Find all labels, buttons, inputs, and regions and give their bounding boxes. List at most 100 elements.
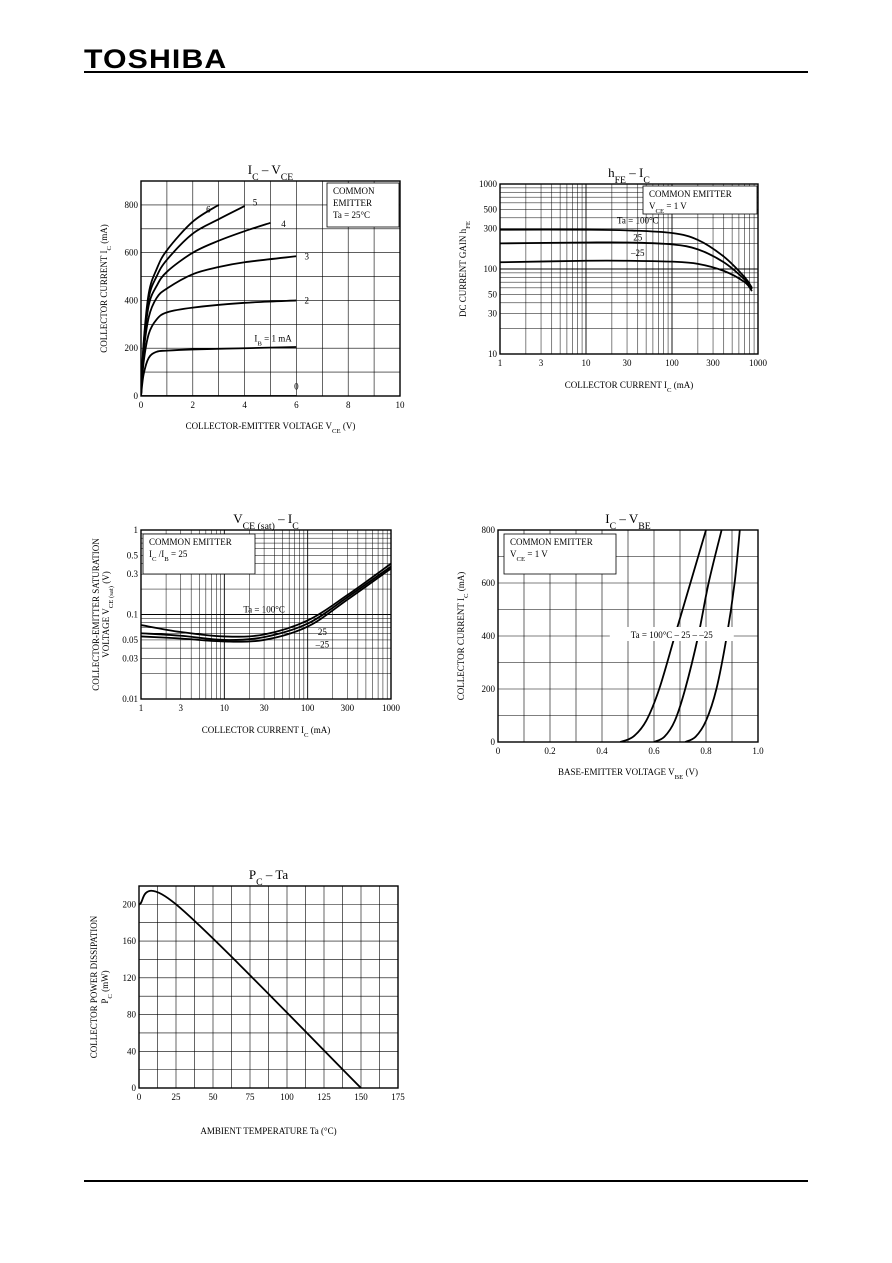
legend-box [326,182,400,228]
curve-label: 5 [253,198,258,208]
x-tick-label: 25 [172,1092,182,1102]
x-tick-label: 10 [220,703,230,713]
plot-frame [138,885,399,1089]
y-tick-label: 160 [123,936,137,946]
series-line [141,565,391,641]
chart-title: VCE (sat) – IC [233,511,298,532]
curve-label: 6 [206,205,211,215]
x-axis-label: COLLECTOR CURRENT IC (mA) [565,380,693,394]
x-tick-label: 1 [498,358,503,368]
x-tick-label: 100 [280,1092,294,1102]
series-line [141,562,391,638]
legend-box [142,533,256,575]
x-tick-label: 125 [317,1092,331,1102]
x-tick-label: 1 [139,703,144,713]
y-tick-label: 0.5 [127,550,139,560]
x-tick-label: 300 [706,358,720,368]
y-tick-label: 200 [123,899,137,909]
y-tick-label: 1 [134,525,139,535]
y-tick-label: 200 [125,343,139,353]
x-tick-label: 3 [539,358,544,368]
curve-label: 25 [318,627,328,637]
legend-text: Ta = 25°C [333,210,370,220]
legend-text: EMITTER [333,198,372,208]
x-tick-label: 0 [137,1092,142,1102]
series-line [141,221,271,396]
chart-ic-vce: 0 2 4 6 8 10 0 200 400 600 800 IC – VCE COMMON EMITTE… [99,162,405,435]
y-tick-label: 120 [123,973,137,983]
series-line [141,567,391,643]
x-tick-label: 4 [242,400,247,410]
plot-frame [140,529,392,700]
chart-vcesat-ic: 1 3 10 30 100 300 1000 0.01 0.03 0.05 0.1 0.3 0.5 1 VC… [91,511,401,739]
curve-label: 2 [305,295,310,305]
series-line [500,259,753,292]
x-tick-label: 6 [294,400,299,410]
y-tick-label: 300 [484,223,498,233]
plot-frame [497,529,759,743]
legend-condition: VCE = 1 V [510,549,548,563]
footer-rule [84,1180,808,1182]
y-tick-label: 200 [482,684,496,694]
chart-title: hFE – IC [608,165,650,186]
x-tick-label: 2 [191,400,196,410]
series-line [500,228,753,289]
x-tick-label: 1000 [749,358,768,368]
y-tick-label: 0.05 [122,635,138,645]
y-tick-label: 80 [127,1010,137,1020]
plot-frame [499,183,759,355]
y-axis-label: COLLECTOR CURRENT IC (mA) [99,224,113,352]
curve-label: 3 [305,251,310,261]
legend-box [642,185,758,215]
chart-ic-vbe: 0 0.2 0.4 0.6 0.8 1.0 0 200 400 600 800 IC – VBE COM… [456,511,764,781]
x-tick-label: 0.4 [596,746,608,756]
y-tick-label: 400 [125,295,139,305]
x-tick-label: 30 [260,703,270,713]
legend-condition: VCE = 1 V [649,201,687,215]
toshiba-logo: TOSHIBA [84,44,228,74]
y-tick-label: 600 [482,578,496,588]
x-tick-label: 8 [346,400,351,410]
x-tick-label: 1000 [382,703,401,713]
chart-hfe-ic: 1 3 10 30 100 300 1000 10 30 50 100 300 500 1000 hFE –… [458,165,768,394]
x-axis-label: COLLECTOR-EMITTER VOLTAGE VCE (V) [186,421,356,435]
y-tick-label: 800 [482,525,496,535]
x-tick-label: 3 [179,703,184,713]
y-tick-label: 400 [482,631,496,641]
legend-box [503,533,617,575]
curve-label: 4 [281,219,286,229]
y-tick-label: 800 [125,200,139,210]
chart-title: PC – Ta [249,867,289,888]
y-axis-label-2: VOLTAGE VCE (sat) (V) [101,571,115,658]
y-tick-label: 600 [125,248,139,258]
header-rule [84,71,808,73]
chart-title: IC – VCE [248,162,294,183]
y-axis-label-2: PC (mW) [100,970,114,1003]
x-tick-label: 50 [209,1092,219,1102]
series-line [684,530,741,742]
y-tick-label: 10 [488,349,498,359]
legend-text: COMMON EMITTER [149,537,232,547]
curve-label: 0 [294,381,299,391]
x-tick-label: 1.0 [752,746,764,756]
y-tick-label: 0 [491,737,496,747]
x-axis-label: COLLECTOR CURRENT IC (mA) [202,725,330,739]
y-tick-label: 0.1 [127,610,138,620]
curve-label-ib: IB = 1 mA [254,334,292,348]
x-axis-label: BASE-EMITTER VOLTAGE VBE (V) [558,767,698,781]
x-tick-label: 10 [396,400,406,410]
series-line [139,889,362,1088]
y-axis-label: COLLECTOR-EMITTER SATURATION [91,538,101,691]
x-tick-label: 0 [139,400,144,410]
series-line [141,346,297,396]
y-tick-label: 40 [127,1046,137,1056]
x-tick-label: 100 [301,703,315,713]
x-tick-label: 0 [496,746,501,756]
x-tick-label: 75 [246,1092,256,1102]
series-line [619,530,707,742]
curve-label: 25 [633,232,643,242]
y-axis-label: DC CURRENT GAIN hFE [458,221,472,317]
y-tick-label: 100 [484,264,498,274]
y-tick-label: 0.01 [122,694,138,704]
